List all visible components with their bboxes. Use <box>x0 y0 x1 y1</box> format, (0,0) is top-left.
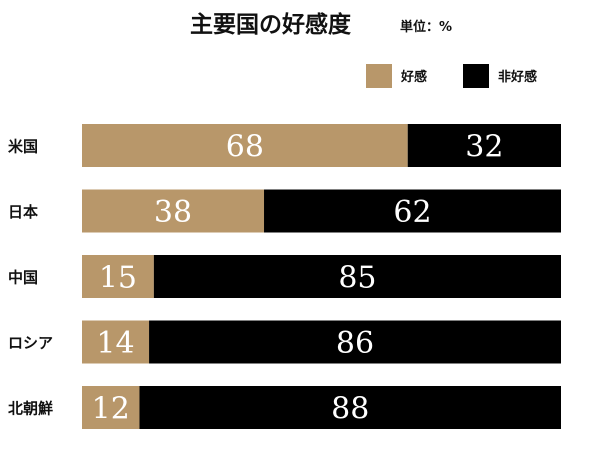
category-label: ロシア <box>8 334 53 352</box>
bar-segment-unfavorable <box>407 124 561 167</box>
bar-segment-favorable <box>82 124 408 167</box>
bar-segment-unfavorable <box>153 255 561 298</box>
category-label: 日本 <box>8 203 38 221</box>
data-label-unfavorable: 86 <box>336 326 374 361</box>
legend-label-unfavorable: 非好感 <box>498 69 537 85</box>
data-label-unfavorable: 88 <box>331 392 369 427</box>
legend-swatch-unfavorable <box>463 64 489 88</box>
bar-segment-favorable <box>82 320 150 364</box>
data-label-favorable: 15 <box>99 261 137 296</box>
bar-segment-favorable <box>82 386 140 429</box>
category-label: 米国 <box>8 138 38 156</box>
bars: 米国 68 32 日本 38 62 中国 15 85 ロシア 14 86 北朝鮮 12 88 <box>8 124 562 429</box>
bar-segment-unfavorable <box>264 189 561 233</box>
data-label-favorable: 14 <box>96 326 134 361</box>
legend: 好感 非好感 <box>366 64 537 88</box>
data-label-favorable: 12 <box>92 392 130 427</box>
bar-segment-unfavorable <box>149 320 561 364</box>
data-label-favorable: 68 <box>226 130 264 165</box>
unit-label: 単位：% <box>400 19 452 35</box>
legend-swatch-favorable <box>366 64 392 88</box>
legend-label-favorable: 好感 <box>400 69 427 85</box>
bar-segment-favorable <box>82 189 265 233</box>
data-label-unfavorable: 85 <box>338 261 376 296</box>
chart-title: 主要国の好感度 <box>190 11 352 38</box>
data-label-unfavorable: 32 <box>465 130 503 165</box>
data-label-unfavorable: 62 <box>393 195 431 230</box>
data-label-favorable: 38 <box>154 195 192 230</box>
bar-segment-unfavorable <box>139 386 562 429</box>
bar-segment-favorable <box>82 255 154 298</box>
category-label: 北朝鮮 <box>8 400 53 418</box>
category-label: 中国 <box>8 269 38 287</box>
